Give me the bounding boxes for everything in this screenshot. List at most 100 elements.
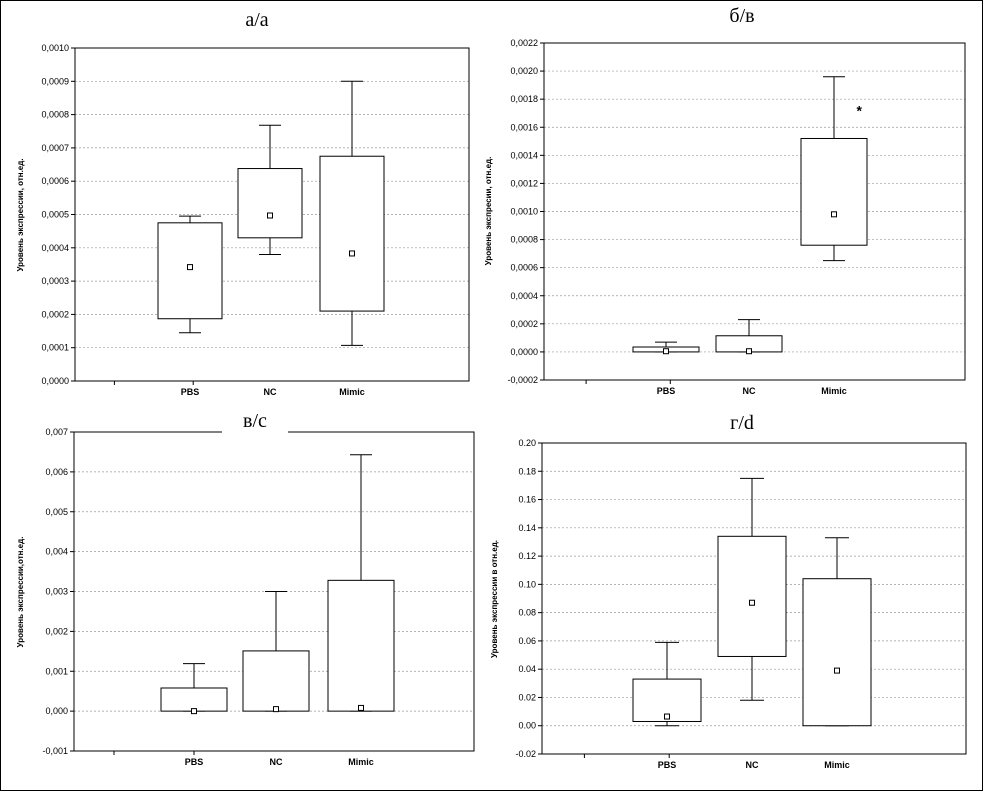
panel-2: -0,0002 0,0000 0,0002 0,0004 0,0006 0,0008 0,0… [484, 5, 966, 396]
iqr-box [327, 579, 395, 712]
y-tick-label: 0,0010 [41, 43, 69, 53]
median-marker [358, 704, 364, 711]
iqr-box [717, 535, 787, 657]
y-tick-label: 0,004 [45, 547, 68, 557]
box-mimic [800, 76, 868, 262]
iqr-box [319, 155, 385, 312]
y-axis-label: Уровень экспрессии в отн.ед. [490, 540, 499, 658]
y-tick-label: 0,0000 [510, 347, 538, 357]
y-tick-label: 0.08 [518, 608, 536, 618]
y-tick-label: 0,003 [45, 587, 68, 597]
y-tick-label: 0,005 [45, 507, 68, 517]
panel-4: -0.02 0.00 0.02 0.04 0.06 0.08 0.10 0.12 0.14 0.1… [490, 412, 967, 770]
y-tick-label: 0,002 [45, 626, 68, 636]
median-marker [663, 348, 669, 355]
y-tick-label: 0.04 [518, 664, 536, 674]
y-tick-label: 0,0009 [41, 76, 69, 86]
y-tick-label: 0,0003 [41, 276, 69, 286]
y-tick-label: 0,0016 [510, 122, 538, 132]
median-marker [187, 264, 193, 271]
x-category-label: Mimic [824, 760, 850, 770]
panel-1: 0,0000 0,0001 0,0002 0,0003 0,0004 0,0005 0,00… [16, 9, 470, 397]
x-category-label: PBS [658, 760, 677, 770]
x-category-label: NC [746, 760, 759, 770]
y-tick-label: 0,0001 [41, 343, 69, 353]
box-nc [715, 319, 783, 355]
y-tick-label: 0.06 [518, 636, 536, 646]
iqr-box [157, 222, 223, 320]
plot-frame [541, 442, 967, 755]
x-category-label: PBS [657, 386, 676, 396]
box-mimic [319, 80, 385, 346]
y-axis-label: Уровень экспрессии,отн.ед. [16, 537, 25, 648]
y-tick-label: 0,0005 [41, 210, 69, 220]
x-category-label: NC [264, 387, 277, 397]
y-tick-label: 0.12 [518, 551, 536, 561]
y-tick-label: 0.20 [518, 438, 536, 448]
box-mimic [327, 454, 395, 712]
y-tick-label: 0,0002 [41, 309, 69, 319]
y-tick-label: 0,001 [45, 666, 68, 676]
y-tick-label: 0.00 [518, 721, 536, 731]
box-pbs [160, 663, 228, 715]
iqr-box [160, 687, 228, 712]
y-tick-label: 0,0007 [41, 143, 69, 153]
y-tick-label: 0,0006 [510, 263, 538, 273]
y-tick-label: 0,0008 [41, 110, 69, 120]
iqr-box [802, 578, 872, 727]
iqr-box [237, 168, 303, 239]
y-tick-label: -0.02 [515, 749, 536, 759]
iqr-box [242, 650, 310, 712]
iqr-box [800, 137, 868, 246]
y-tick-label: -0,001 [42, 746, 68, 756]
y-tick-label: 0,006 [45, 467, 68, 477]
y-tick-label: 0,0008 [510, 235, 538, 245]
chart-title: б/в [729, 5, 754, 27]
title-background [222, 414, 288, 434]
significance-marker: * [856, 102, 862, 118]
x-category-label: Mimic [821, 386, 847, 396]
median-marker [834, 667, 840, 674]
x-category-label: Mimic [339, 387, 365, 397]
x-category-label: PBS [181, 387, 200, 397]
y-tick-label: 0,0002 [510, 319, 538, 329]
x-category-label: NC [743, 386, 756, 396]
box-pbs [157, 215, 223, 334]
y-tick-label: 0,0020 [510, 66, 538, 76]
median-marker [267, 212, 273, 219]
y-tick-label: 0,0004 [41, 243, 69, 253]
plot-frame [543, 42, 966, 381]
y-tick-label: 0.10 [518, 579, 536, 589]
median-marker [664, 713, 670, 720]
box-mimic [802, 537, 872, 727]
median-marker [749, 599, 755, 606]
y-axis-label: Уровень экспрессии, отн.ед. [16, 158, 25, 271]
y-tick-label: 0.14 [518, 523, 536, 533]
panel-3: -0,001 0,000 0,001 0,002 0,003 0,004 0,005 0,00… [16, 410, 475, 767]
box-nc [717, 477, 787, 701]
chart-title: г/d [730, 412, 754, 434]
median-marker [273, 706, 279, 713]
y-tick-label: 0,007 [45, 427, 68, 437]
box-pbs [632, 341, 700, 355]
y-tick-label: 0,0018 [510, 94, 538, 104]
y-tick-label: 0.16 [518, 495, 536, 505]
y-tick-label: 0,000 [45, 706, 68, 716]
chart-title: а/а [245, 9, 268, 31]
x-category-label: NC [270, 757, 283, 767]
y-tick-label: 0.18 [518, 466, 536, 476]
y-tick-label: 0,0022 [510, 38, 538, 48]
y-tick-label: 0,0006 [41, 176, 69, 186]
box-nc [237, 124, 303, 255]
y-tick-label: 0,0014 [510, 150, 538, 160]
box-nc [242, 591, 310, 713]
box-pbs [632, 641, 702, 727]
y-axis-label: Уровень экспресии, отн.ед. [484, 157, 493, 266]
median-marker [746, 348, 752, 355]
plot-frame [74, 47, 470, 382]
y-tick-label: 0,0012 [510, 178, 538, 188]
x-category-label: Mimic [348, 757, 374, 767]
x-category-label: PBS [185, 757, 204, 767]
chart-title: в/с [243, 410, 267, 432]
